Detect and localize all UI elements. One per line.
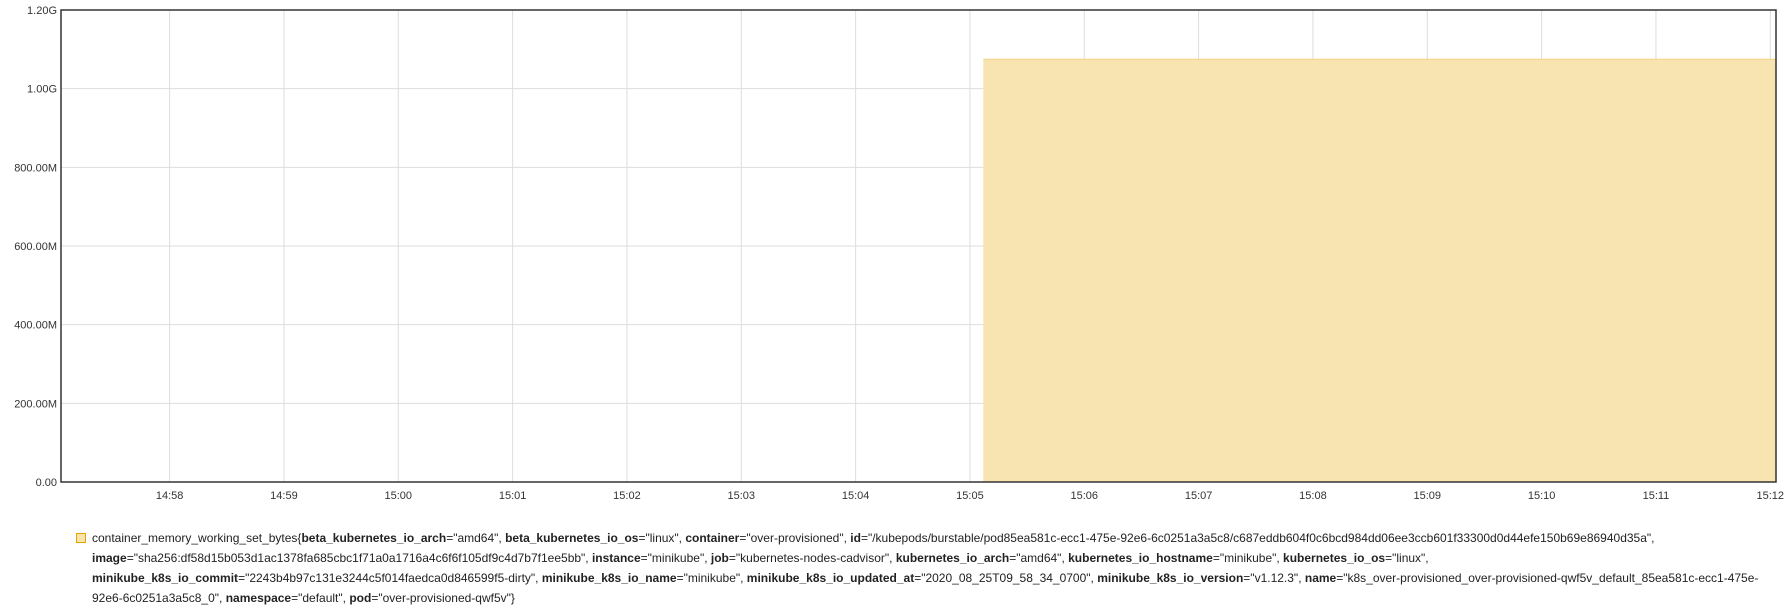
legend-label-name: kubernetes_io_hostname xyxy=(1068,551,1213,565)
legend-label-name: beta_kubernetes_io_os xyxy=(505,531,639,545)
legend-label-name: pod xyxy=(349,591,372,605)
legend-label-name: image xyxy=(92,551,127,565)
y-tick-label: 600.00M xyxy=(14,241,57,253)
legend: container_memory_working_set_bytes{beta_… xyxy=(76,528,1776,608)
y-tick-label: 800.00M xyxy=(14,162,57,174)
legend-series-label: container_memory_working_set_bytes{beta_… xyxy=(92,531,1759,605)
legend-label-name: minikube_k8s_io_commit xyxy=(92,571,239,585)
legend-label-name: container xyxy=(685,531,740,545)
legend-label-name: namespace xyxy=(225,591,292,605)
x-tick-label: 14:58 xyxy=(156,490,184,502)
legend-label-name: minikube_k8s_io_updated_at xyxy=(746,571,915,585)
x-tick-label: 14:59 xyxy=(270,490,298,502)
chart-area: 14:58 14:59 15:00 15:01 15:02 15:03 15:04 15:05… xyxy=(14,5,1785,502)
y-tick-label: 1.20G xyxy=(27,5,57,17)
legend-label-name: minikube_k8s_io_name xyxy=(541,571,677,585)
legend-label-name: instance xyxy=(591,551,641,565)
x-tick-label: 15:01 xyxy=(499,490,527,502)
x-tick-label: 15:11 xyxy=(1643,490,1670,502)
y-tick-label: 1.00G xyxy=(27,84,57,96)
x-tick-label: 15:10 xyxy=(1528,490,1556,502)
x-tick-label: 15:12 xyxy=(1757,490,1785,502)
x-tick-label: 15:00 xyxy=(385,490,413,502)
x-tick-label: 15:02 xyxy=(613,490,641,502)
legend-label-name: beta_kubernetes_io_arch xyxy=(301,531,447,545)
memory-area-chart: 14:58 14:59 15:00 15:01 15:02 15:03 15:04 15:05… xyxy=(14,5,1785,502)
x-tick-label: 15:03 xyxy=(728,490,756,502)
x-tick-label: 15:05 xyxy=(956,490,984,502)
legend-label-name: minikube_k8s_io_version xyxy=(1097,571,1244,585)
x-tick-label: 15:08 xyxy=(1299,490,1327,502)
legend-label-name: kubernetes_io_arch xyxy=(895,551,1010,565)
legend-label-name: id xyxy=(850,531,861,545)
y-tick-label: 200.00M xyxy=(14,398,57,410)
x-tick-label: 15:09 xyxy=(1414,490,1442,502)
plot-frame xyxy=(60,9,1777,483)
x-tick-label: 15:04 xyxy=(842,490,870,502)
series-area xyxy=(983,59,1776,483)
y-tick-label: 0.00 xyxy=(36,477,57,489)
legend-label-name: kubernetes_io_os xyxy=(1283,551,1386,565)
legend-label-name: name xyxy=(1304,571,1337,585)
y-tick-label: 400.00M xyxy=(14,320,57,332)
legend-swatch[interactable] xyxy=(76,533,86,543)
legend-label-name: job xyxy=(710,551,729,565)
legend-swatch-fill xyxy=(77,534,85,542)
x-tick-label: 15:07 xyxy=(1185,490,1213,502)
x-tick-label: 15:06 xyxy=(1071,490,1099,502)
legend-item[interactable]: container_memory_working_set_bytes{beta_… xyxy=(76,528,1776,608)
